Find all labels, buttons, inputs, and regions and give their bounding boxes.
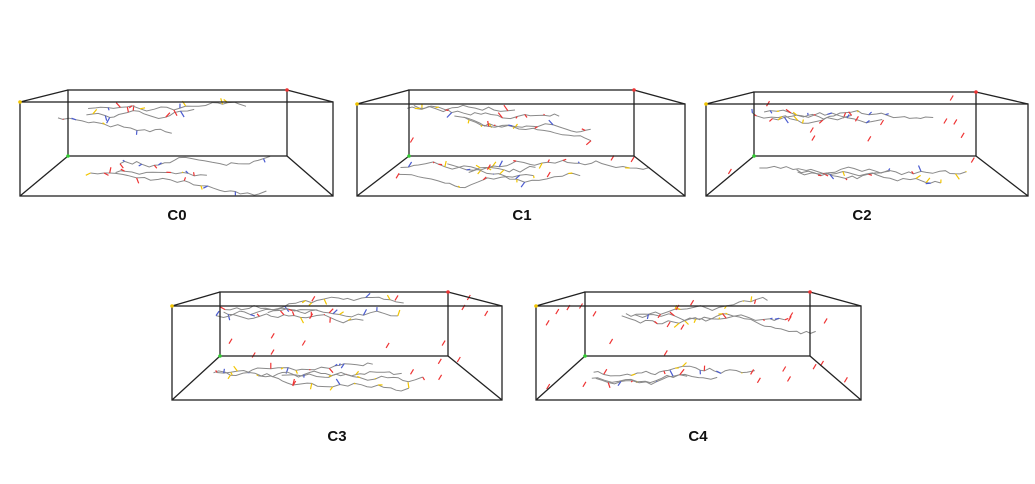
atom-bond	[182, 172, 183, 173]
panel-label: C2	[852, 207, 871, 224]
panel-label: C1	[512, 207, 531, 224]
axis-marker	[704, 102, 708, 106]
atom-bond	[578, 162, 579, 164]
atom-bond	[433, 162, 434, 163]
page: C0 C1 C2 C3 C4 (() => { const data = JSO…	[0, 0, 1035, 484]
axis-marker	[446, 290, 450, 294]
axis-marker	[974, 90, 978, 94]
background	[0, 0, 1035, 484]
axis-marker	[407, 154, 411, 158]
axis-marker	[632, 88, 636, 92]
atom-bond	[719, 318, 720, 320]
panel-label: C3	[327, 428, 346, 445]
atom-bond	[329, 376, 332, 377]
atom-bond	[467, 169, 471, 170]
axis-marker	[18, 100, 22, 104]
axis-marker	[534, 304, 538, 308]
axis-marker	[66, 154, 70, 158]
atom-bond	[926, 183, 931, 184]
atom-bond	[194, 172, 195, 176]
axis-marker	[808, 290, 812, 294]
axis-marker	[752, 154, 756, 158]
atom-bond	[751, 296, 752, 301]
axis-marker	[218, 354, 222, 358]
axis-marker	[355, 102, 359, 106]
atom-bond	[726, 313, 728, 314]
atom-bond	[544, 114, 545, 115]
atom-bond	[494, 125, 495, 126]
atom-bond	[770, 318, 772, 319]
axis-marker	[170, 304, 174, 308]
atom-bond	[858, 111, 859, 113]
atom-bond	[481, 125, 482, 127]
atom-bond	[216, 370, 217, 372]
figure: C0 C1 C2 C3 C4	[0, 0, 1035, 484]
atom-bond	[763, 320, 764, 321]
atom-bond	[814, 115, 816, 116]
atom-bond	[513, 127, 514, 129]
atom-bond	[354, 383, 355, 384]
atom-bond	[508, 125, 512, 126]
atom-bond	[752, 109, 753, 113]
axis-marker	[583, 354, 587, 358]
atom-bond	[224, 369, 225, 373]
atom-bond	[468, 120, 469, 124]
atom-bond	[446, 110, 449, 111]
atom-bond	[775, 318, 779, 319]
atom-bond	[568, 173, 572, 174]
atom-bond	[513, 161, 516, 162]
panel-label: C0	[167, 207, 186, 224]
panel-label: C4	[688, 428, 708, 445]
axis-marker	[285, 88, 289, 92]
